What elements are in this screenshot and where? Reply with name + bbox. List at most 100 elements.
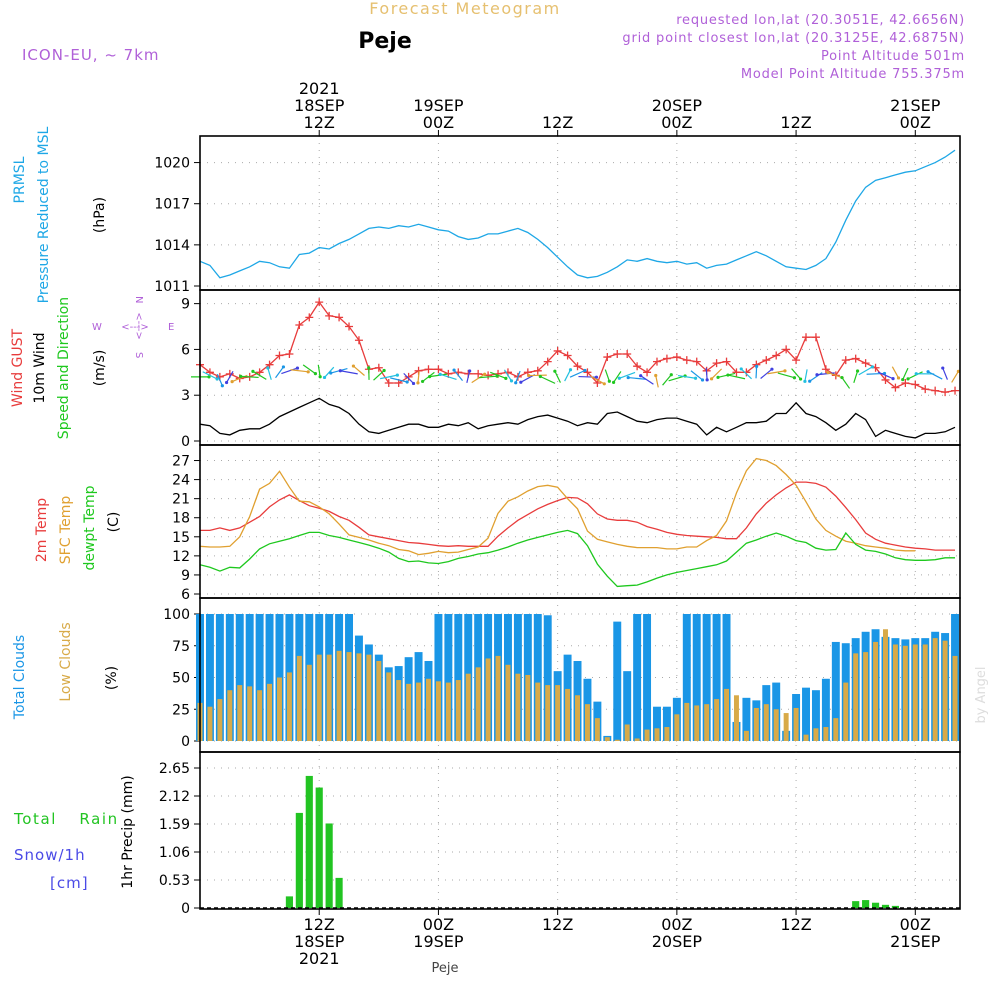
clouds-total-clouds-bar bbox=[265, 614, 274, 741]
wind-arrow-head bbox=[896, 376, 901, 380]
clouds-low-clouds-bar bbox=[515, 673, 521, 741]
clouds-total-clouds-bar bbox=[831, 641, 840, 741]
precip-ytick-label: 2.65 bbox=[159, 761, 190, 777]
temp-unit: (C) bbox=[106, 512, 122, 533]
clouds-ytick-label: 100 bbox=[163, 607, 190, 623]
temperature-dewpt-temp-line bbox=[199, 529, 955, 588]
clouds-low-clouds-bar bbox=[286, 672, 292, 741]
wind-ytick-label: 0 bbox=[181, 434, 190, 450]
gust-point bbox=[424, 365, 433, 374]
wind-compass: N <---> S W <---> E bbox=[92, 296, 174, 358]
wind-arrow-head bbox=[338, 369, 342, 373]
clouds-low-clouds-bar bbox=[525, 674, 531, 741]
clouds-low-clouds-bar bbox=[883, 629, 888, 741]
wind-arrow bbox=[429, 373, 448, 378]
pressure-labels: PRMSL Pressure Reduced to MSL (hPa) bbox=[12, 126, 108, 303]
clouds-low-clouds-bar bbox=[594, 718, 600, 741]
temperature-ytick-label: 27 bbox=[172, 454, 190, 470]
temperature-ytick-label: 21 bbox=[172, 492, 190, 508]
wind-arrow bbox=[466, 370, 471, 383]
wind-arrow-head bbox=[220, 384, 224, 388]
gust-point bbox=[672, 353, 681, 362]
wind-arrow bbox=[440, 373, 457, 381]
precip-ytick-label: 2.12 bbox=[159, 789, 190, 805]
wind-arrow-head bbox=[538, 374, 542, 379]
clouds-ytick-label: 25 bbox=[172, 702, 190, 718]
wind-arrow bbox=[267, 367, 272, 380]
panels: 1011 1014 1017 1020 0 3 6 9 6 9 12 15 18 21 24 27 0 25 50 7… bbox=[154, 135, 961, 917]
clouds-low-clouds-bar bbox=[575, 695, 580, 741]
wind-arrow-head bbox=[428, 375, 432, 379]
wind-arrow bbox=[604, 369, 610, 382]
clouds-ytick-label: 0 bbox=[181, 734, 190, 750]
wind-arrow bbox=[564, 369, 572, 382]
bottom-time-label: 18SEP bbox=[294, 932, 345, 951]
wind-arrow-head bbox=[602, 382, 606, 386]
gust-point bbox=[772, 351, 781, 360]
gust-point bbox=[315, 298, 324, 307]
wind-arrow bbox=[755, 366, 758, 379]
clouds-total-clouds-bar bbox=[692, 614, 701, 741]
clouds-total-clouds-bar bbox=[613, 621, 622, 741]
clouds-low-clouds-bar bbox=[545, 685, 551, 741]
gust-point bbox=[563, 351, 572, 360]
wind-arrow-head bbox=[405, 380, 409, 384]
wind-arrow-head bbox=[815, 373, 819, 377]
gust-point bbox=[335, 313, 344, 322]
precip-label-rain: Total Rain bbox=[13, 810, 119, 828]
compass-s: S bbox=[133, 352, 144, 358]
gust-point bbox=[295, 321, 304, 329]
cloud-unit: (%) bbox=[104, 666, 120, 690]
clouds-low-clouds-bar bbox=[455, 680, 461, 741]
clouds-low-clouds-bar bbox=[227, 690, 233, 741]
top-time-label: 2021 bbox=[299, 79, 340, 98]
clouds-low-clouds-bar bbox=[336, 650, 342, 741]
clouds-low-clouds-bar bbox=[793, 707, 799, 741]
wind-arrow-head bbox=[803, 379, 807, 383]
bottom-time-label: 19SEP bbox=[413, 932, 464, 951]
cloud-labels: Total Clouds Low Clouds (%) bbox=[12, 622, 120, 720]
clouds-low-clouds-bar bbox=[247, 686, 253, 741]
gust-point bbox=[901, 379, 910, 387]
clouds-total-clouds-bar bbox=[712, 614, 721, 741]
temperature-ytick-label: 15 bbox=[172, 530, 190, 546]
clouds-low-clouds-bar bbox=[614, 739, 620, 741]
wind-labels: Wind GUST 10m Wind Speed and Direction (… bbox=[10, 297, 108, 439]
clouds-low-clouds-bar bbox=[843, 682, 849, 741]
clouds-low-clouds-bar bbox=[217, 699, 223, 741]
gust-point bbox=[792, 356, 801, 365]
wind-arrow bbox=[240, 375, 259, 379]
gust-point bbox=[643, 368, 652, 377]
clouds-total-clouds-bar bbox=[662, 706, 671, 741]
gust-point bbox=[851, 354, 860, 363]
pressure-ytick-label: 1011 bbox=[154, 279, 190, 295]
clouds-low-clouds-bar bbox=[733, 695, 739, 741]
gust-point bbox=[941, 388, 950, 397]
top-time-label: 20SEP bbox=[652, 96, 703, 115]
temperature-labels: 2m Temp SFC Temp dewpt Temp (C) bbox=[34, 485, 122, 570]
wind-arrow bbox=[662, 374, 672, 386]
clouds-low-clouds-bar bbox=[674, 714, 680, 741]
top-time-label: 12Z bbox=[304, 113, 335, 132]
wind-arrow-head bbox=[639, 374, 643, 378]
wind-arrow-head bbox=[322, 375, 327, 380]
clouds-low-clouds-bar bbox=[555, 685, 561, 741]
top-time-label: 00Z bbox=[423, 113, 454, 132]
gust-point bbox=[305, 313, 314, 322]
clouds-low-clouds-bar bbox=[714, 699, 720, 741]
wind-arrow bbox=[804, 369, 808, 382]
wind-arrow-head bbox=[224, 380, 229, 385]
temp-label-dewpt: dewpt Temp bbox=[82, 485, 98, 570]
wind-arrow-head bbox=[617, 376, 621, 380]
wind-arrow-head bbox=[611, 380, 616, 384]
wind-arrow-head bbox=[626, 375, 630, 380]
wind-arrow-head bbox=[519, 380, 523, 384]
clouds-low-clouds-bar bbox=[952, 655, 958, 741]
clouds-low-clouds-bar bbox=[912, 644, 918, 741]
wind-arrow-head bbox=[870, 365, 875, 369]
wind-ytick-label: 6 bbox=[181, 342, 190, 358]
wind-arrow bbox=[373, 370, 385, 381]
gust-point bbox=[841, 356, 850, 365]
requested-coords: requested lon,lat (20.3051E, 42.6656N) bbox=[676, 13, 965, 28]
